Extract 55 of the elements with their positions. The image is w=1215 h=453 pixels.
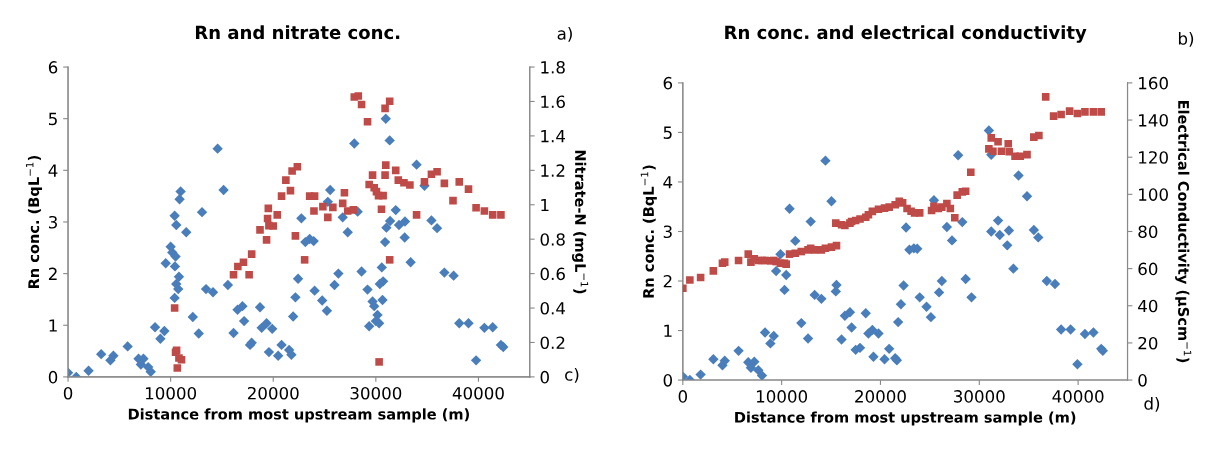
text: a) xyxy=(557,26,572,42)
x-tick-label: 30000 xyxy=(350,386,402,400)
y2-tick-label: 20 xyxy=(1138,336,1158,350)
x-axis-title: Distance from most upstream sample (m) xyxy=(735,411,1076,426)
y2-tick-label: 0 xyxy=(540,370,549,384)
y-tick-label: 0 xyxy=(48,370,58,384)
y2-tick-label: 60 xyxy=(1138,262,1158,276)
y-tick-label: 0 xyxy=(663,374,672,387)
y2-tick-label: 160 xyxy=(1139,76,1168,90)
y2-tick-label: 140 xyxy=(1139,114,1168,127)
y-tick-label: 1 xyxy=(49,319,57,332)
text: c) xyxy=(565,367,579,383)
y2-tick-label: 1.2 xyxy=(541,164,565,177)
y-tick-label: 4 xyxy=(663,176,673,189)
x-tick-label: 10000 xyxy=(145,386,197,400)
x-tick-label: 40000 xyxy=(452,386,504,400)
y2-tick-label: 1 xyxy=(541,198,549,212)
y-tick-label: 3 xyxy=(663,225,672,239)
y-tick-label: 5 xyxy=(49,112,57,126)
text: d) xyxy=(1144,396,1160,412)
y2-axis-title: Nitrate-N (mgL$^{−1}$) xyxy=(572,150,589,294)
y-tick-label: 2 xyxy=(48,267,57,280)
x-tick-label: 20000 xyxy=(855,390,906,403)
y2-tick-label: 0.6 xyxy=(540,267,565,281)
x-tick-label: 0 xyxy=(63,386,73,400)
y-axis-title: Rn conc. (BqL$^{−1}$) xyxy=(25,155,43,289)
x-axis-title: Distance from most upstream sample (m) xyxy=(128,408,469,423)
y-tick-label: 6 xyxy=(663,76,673,90)
y2-tick-label: 1.8 xyxy=(541,61,565,74)
text: b) xyxy=(1178,31,1194,47)
y2-tick-label: 0.8 xyxy=(540,233,565,246)
y-axis-title: Rn conc. (BqL$^{−1}$) xyxy=(640,165,657,298)
y-tick-label: 1 xyxy=(664,324,672,337)
chart-title: Rn and nitrate conc. xyxy=(195,25,400,40)
x-tick-label: 10000 xyxy=(756,390,808,403)
y2-tick-label: 120 xyxy=(1139,151,1168,164)
x-tick-label: 30000 xyxy=(954,390,1005,403)
x-tick-label: 40000 xyxy=(1052,390,1104,403)
y-tick-label: 4 xyxy=(48,164,58,177)
chart-title: Rn conc. and electrical conductivity xyxy=(725,25,1087,43)
y-tick-label: 3 xyxy=(48,215,57,229)
y-tick-label: 2 xyxy=(663,274,672,288)
y2-tick-label: 80 xyxy=(1138,225,1158,239)
x-tick-label: 0 xyxy=(678,390,688,403)
y2-tick-label: 0 xyxy=(1138,374,1147,387)
y2-tick-label: 40 xyxy=(1138,299,1158,313)
y2-tick-label: 100 xyxy=(1139,188,1168,201)
y2-tick-label: 0.4 xyxy=(540,302,566,315)
y2-tick-label: 0.2 xyxy=(540,336,565,350)
y2-axis-title: Electrical Conductivity (µScm$^{−1}$) xyxy=(1175,100,1192,363)
x-tick-label: 20000 xyxy=(247,386,299,400)
y2-tick-label: 1.6 xyxy=(541,95,565,109)
y-tick-label: 5 xyxy=(663,126,672,139)
y-tick-label: 6 xyxy=(48,61,58,74)
y2-tick-label: 1.4 xyxy=(541,130,566,143)
